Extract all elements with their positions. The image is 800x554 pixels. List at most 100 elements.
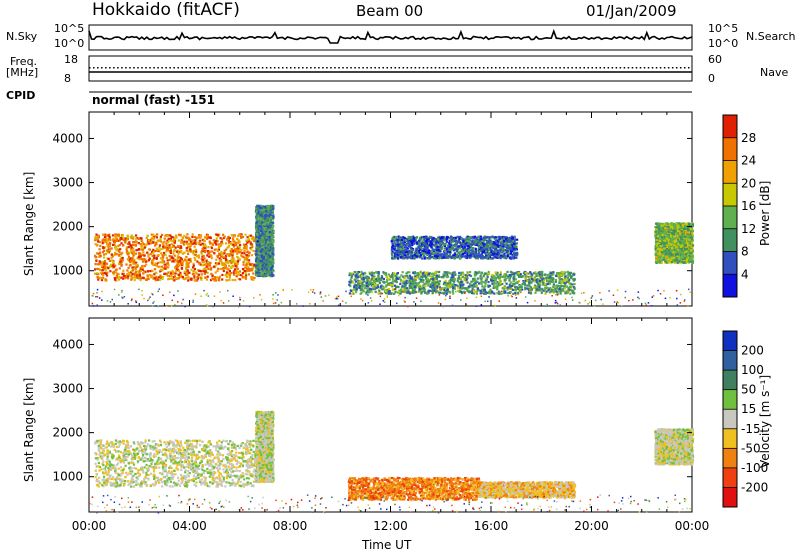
power-cell <box>174 246 177 249</box>
power-cell <box>219 258 222 261</box>
power-cell <box>558 288 561 291</box>
power-cell <box>434 272 437 275</box>
power-cell <box>267 271 270 274</box>
power-cell <box>239 278 242 281</box>
power-cell <box>459 277 463 280</box>
power-cell <box>571 278 574 281</box>
power-cell <box>126 258 129 261</box>
power-cell <box>425 277 428 280</box>
power-cell <box>546 286 549 290</box>
power-cell <box>252 265 255 268</box>
power-cell <box>162 245 165 248</box>
power-cell <box>134 270 137 274</box>
nave-point <box>137 67 139 69</box>
power-cell <box>200 270 203 273</box>
power-cell <box>215 243 218 246</box>
power-cell <box>539 289 542 292</box>
freq-label: Freq. <box>10 55 38 68</box>
power-cell <box>107 238 110 241</box>
power-cell <box>116 272 119 275</box>
power-cell <box>569 273 572 277</box>
power-cell <box>195 271 198 274</box>
power-cell <box>411 291 414 294</box>
power-cell <box>567 272 570 275</box>
power-cell <box>246 262 250 265</box>
power-cell <box>268 228 271 231</box>
power-cell <box>247 273 250 276</box>
power-cell <box>386 283 389 286</box>
power-cell <box>503 286 506 289</box>
power-cell <box>264 256 267 259</box>
power-cell <box>209 254 212 257</box>
power-cell <box>192 266 195 269</box>
power-cell <box>109 250 112 253</box>
power-cell <box>205 265 208 268</box>
nave-point <box>611 67 614 69</box>
power-cell <box>185 249 188 252</box>
power-cell <box>245 245 248 248</box>
power-cell <box>103 239 106 242</box>
power-cell <box>269 240 272 243</box>
power-cell <box>100 271 103 275</box>
power-cell <box>228 254 231 257</box>
power-cell <box>510 287 513 290</box>
power-cell <box>188 239 191 242</box>
power-cell <box>499 282 502 285</box>
power-cell <box>199 243 202 246</box>
nave-point <box>603 67 606 69</box>
power-cell <box>260 204 263 207</box>
power-cell <box>207 261 210 264</box>
power-cell <box>222 256 225 259</box>
power-cell <box>96 252 99 255</box>
power-cell <box>172 238 176 241</box>
power-cell <box>197 255 200 258</box>
power-cell <box>201 258 204 261</box>
power-cell <box>434 281 438 284</box>
power-cell <box>226 267 229 270</box>
power-cell <box>261 224 264 227</box>
power-cell <box>107 257 110 260</box>
power-cell <box>264 227 267 230</box>
power-cell <box>363 284 366 287</box>
power-cell <box>354 284 357 287</box>
power-cell <box>138 258 141 261</box>
power-cell <box>243 276 246 279</box>
power-cell <box>219 255 222 258</box>
power-cell <box>149 253 152 256</box>
power-cell <box>217 248 221 251</box>
nave-point <box>643 67 646 69</box>
power-cell <box>268 217 271 220</box>
power-cell <box>238 251 241 254</box>
power-cell <box>231 257 234 260</box>
power-cell <box>538 285 541 289</box>
power-cell <box>432 272 435 275</box>
power-cell <box>266 269 269 272</box>
power-cell <box>267 244 270 247</box>
power-cell <box>515 256 518 259</box>
power-cell <box>220 263 223 266</box>
power-cell <box>122 269 125 272</box>
power-cell <box>259 272 262 276</box>
power-cell <box>533 272 536 275</box>
power-cell <box>397 277 400 280</box>
power-cell <box>216 256 219 259</box>
nave-point <box>587 67 589 69</box>
power-cell <box>215 237 218 240</box>
power-cell <box>164 267 167 270</box>
power-cell <box>257 248 260 251</box>
power-cell <box>263 235 266 238</box>
power-cell <box>264 219 267 222</box>
power-cell <box>222 233 225 236</box>
power-cell <box>203 260 206 263</box>
power-cell <box>137 273 140 276</box>
power-cell <box>550 280 553 283</box>
power-cell <box>165 242 168 245</box>
power-cell <box>105 274 109 277</box>
power-cell <box>256 227 259 230</box>
power-cell <box>195 250 198 253</box>
power-cell <box>563 273 566 276</box>
power-cell <box>159 240 162 243</box>
power-cell <box>271 259 274 262</box>
power-cell <box>374 278 378 281</box>
power-cell <box>514 289 517 292</box>
